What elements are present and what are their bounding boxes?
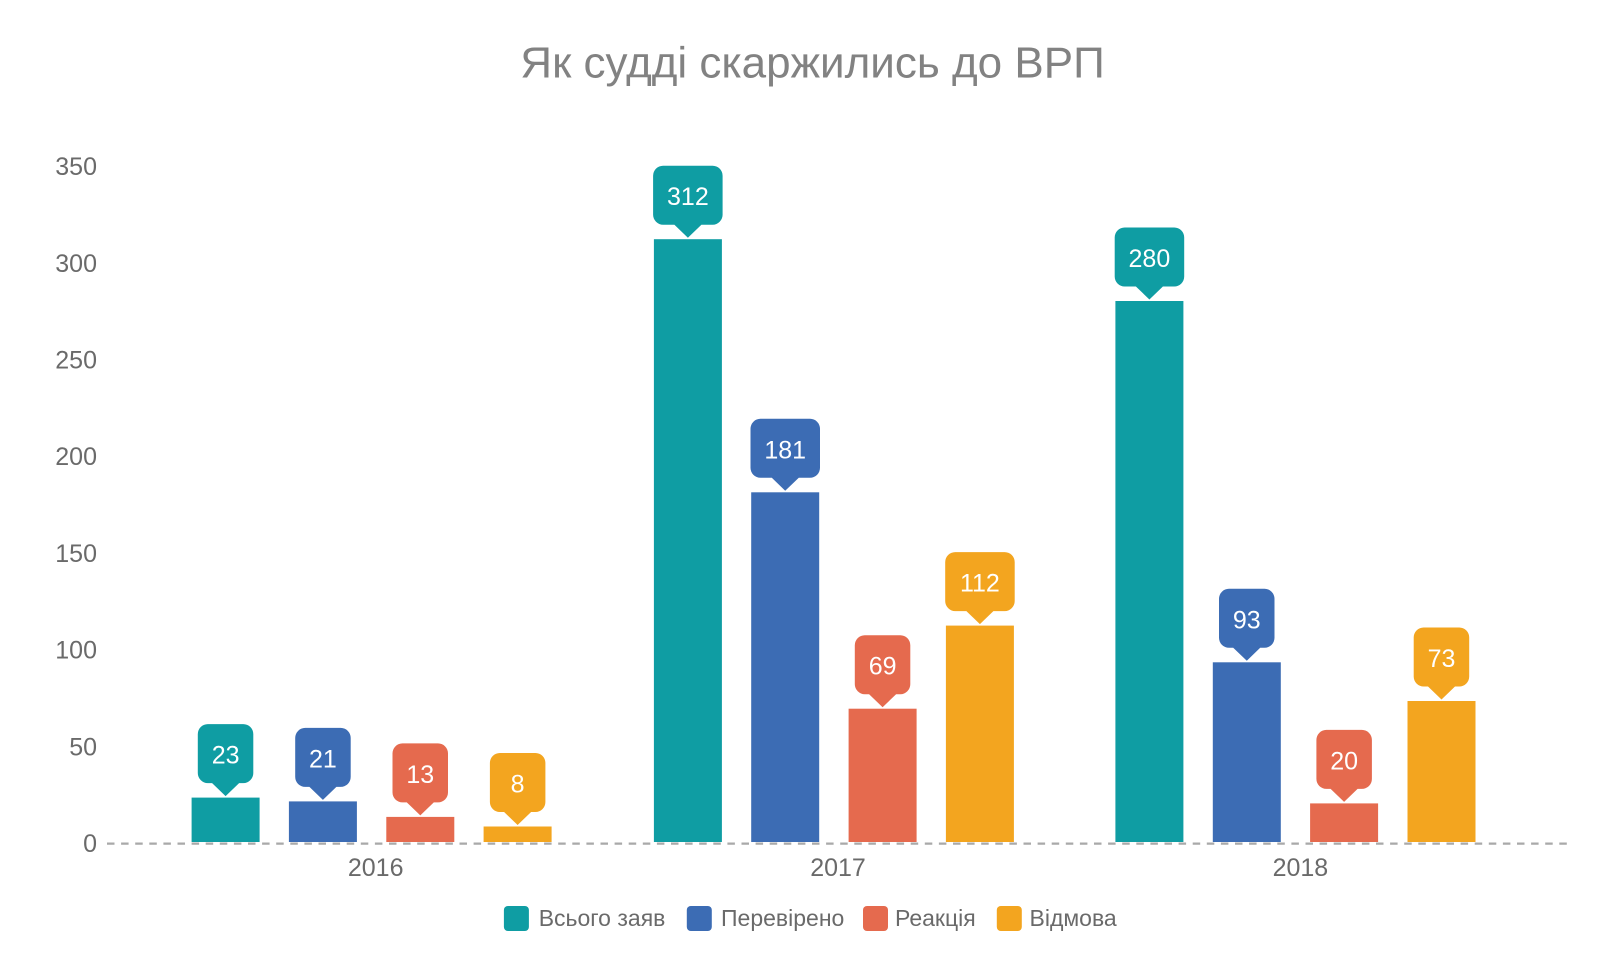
svg-text:93: 93	[1233, 606, 1261, 634]
svg-text:Як судді скаржились до ВРП: Як судді скаржились до ВРП	[520, 39, 1104, 88]
svg-text:69: 69	[869, 653, 897, 681]
svg-text:Всього заяв: Всього заяв	[539, 905, 666, 931]
svg-text:100: 100	[55, 637, 97, 665]
svg-text:0: 0	[83, 830, 97, 858]
svg-text:112: 112	[960, 570, 1000, 598]
svg-text:73: 73	[1428, 645, 1456, 673]
svg-text:Відмова: Відмова	[1030, 905, 1117, 931]
svg-text:312: 312	[667, 183, 709, 211]
svg-text:200: 200	[55, 443, 97, 471]
svg-text:8: 8	[511, 771, 525, 799]
svg-text:21: 21	[309, 745, 337, 773]
svg-text:350: 350	[55, 153, 97, 181]
svg-text:2017: 2017	[810, 854, 866, 882]
svg-text:150: 150	[55, 540, 97, 568]
svg-text:50: 50	[69, 733, 97, 761]
svg-text:181: 181	[764, 436, 806, 464]
svg-text:20: 20	[1330, 747, 1358, 775]
svg-text:2018: 2018	[1273, 854, 1329, 882]
svg-text:250: 250	[55, 347, 97, 375]
svg-text:2016: 2016	[348, 854, 404, 882]
svg-text:Реакція: Реакція	[895, 905, 976, 931]
svg-text:280: 280	[1129, 245, 1171, 273]
svg-text:23: 23	[212, 742, 240, 770]
svg-text:Перевірено: Перевірено	[721, 905, 844, 931]
svg-text:13: 13	[406, 761, 434, 789]
svg-text:300: 300	[55, 250, 97, 278]
